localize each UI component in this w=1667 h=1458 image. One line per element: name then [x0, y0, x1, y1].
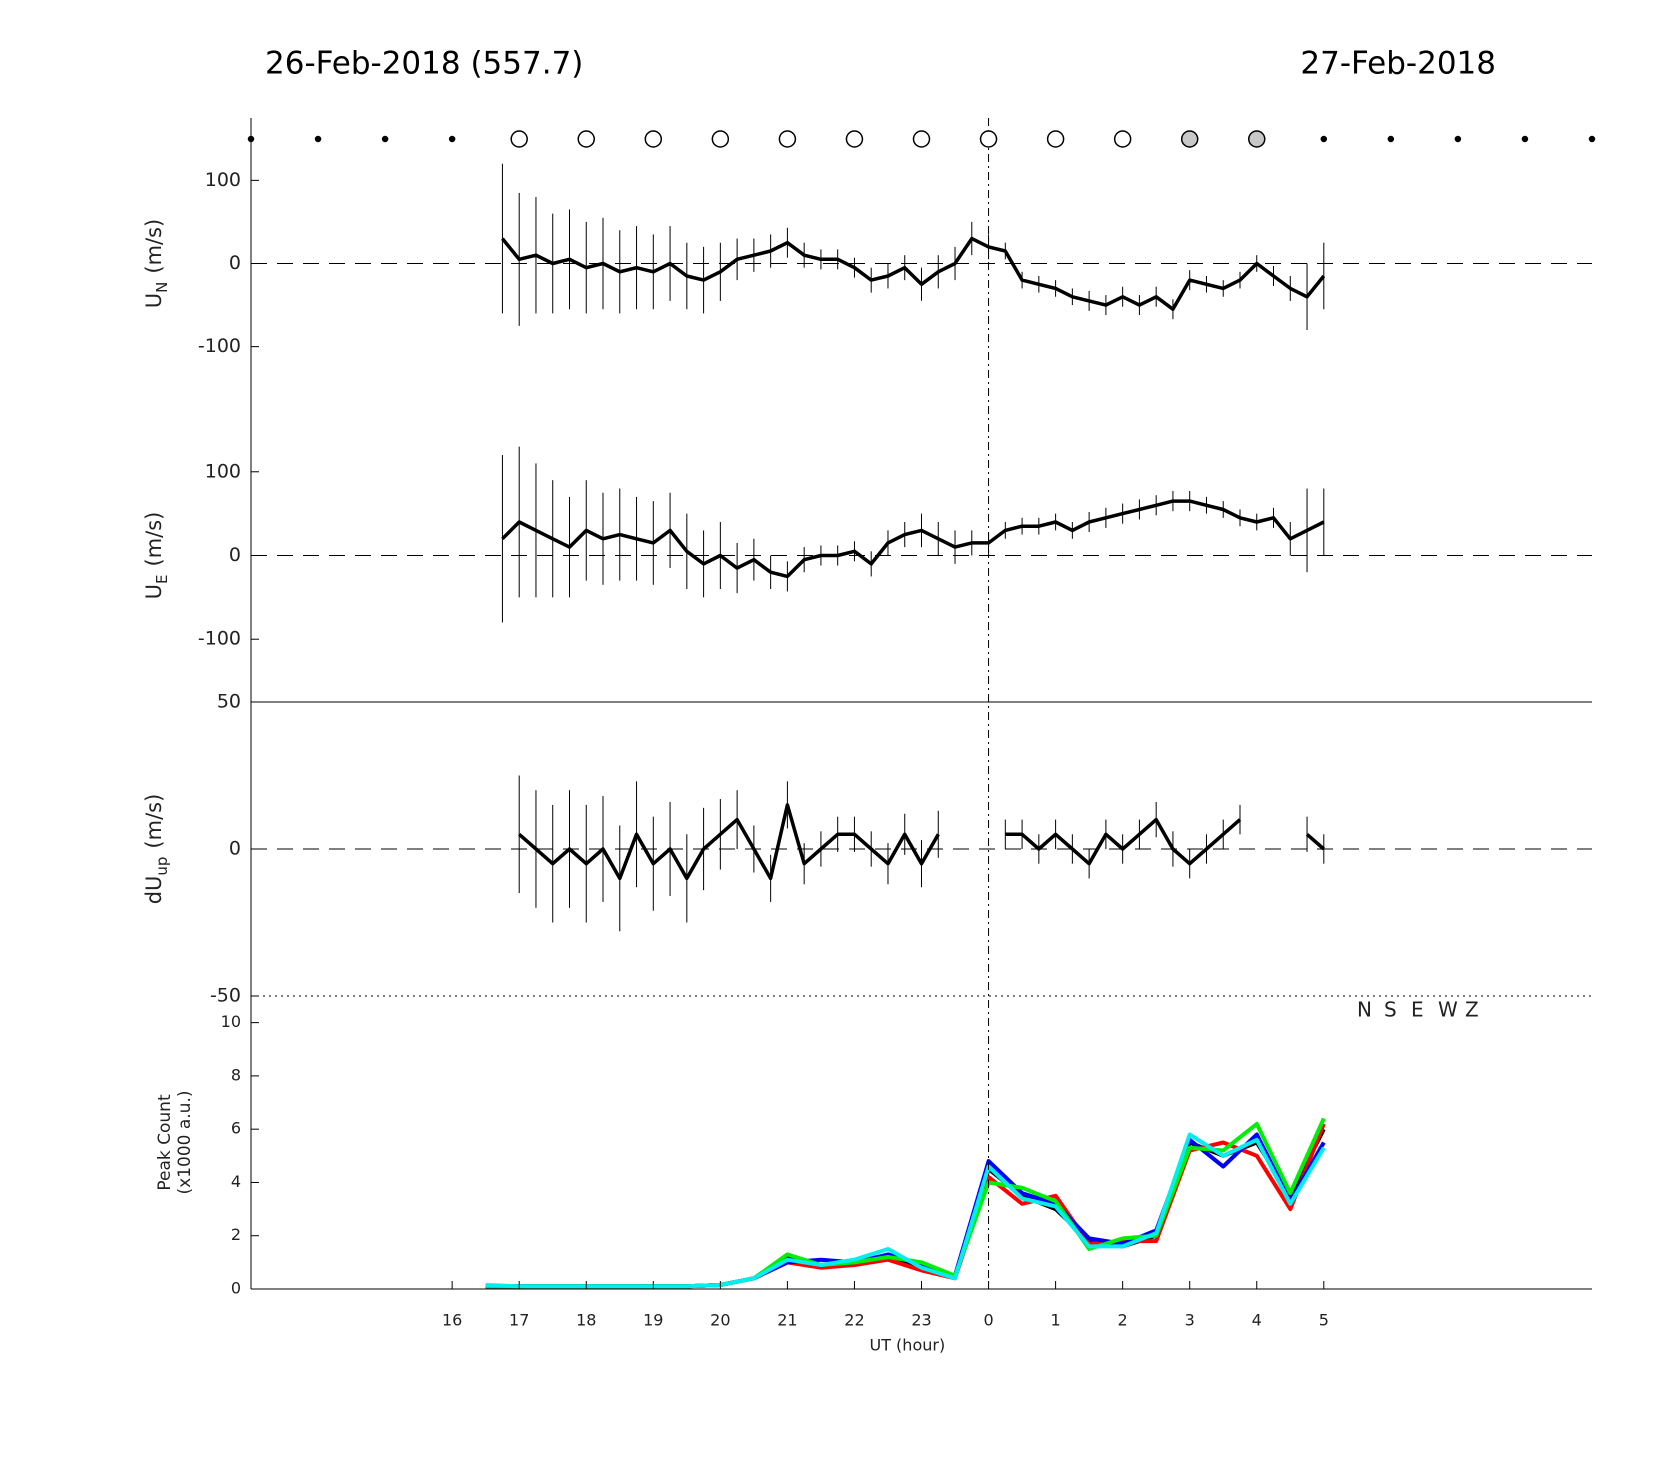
sky-marker: [1248, 130, 1266, 148]
sky-marker: [1046, 130, 1065, 148]
legend-entry: S: [1384, 998, 1397, 1022]
series-line: [485, 1117, 1326, 1289]
sky-marker: [1180, 130, 1199, 148]
y-tick-label: 4: [231, 1172, 241, 1191]
sky-marker: [247, 135, 255, 143]
y-label-sub: E: [153, 575, 171, 584]
sky-marker: [1113, 130, 1132, 148]
sky-marker: [778, 130, 797, 148]
y-axis-label: Peak Count: [155, 1094, 175, 1191]
x-tick-label: 22: [844, 1311, 864, 1330]
y-axis-label: UN (m/s): [142, 219, 171, 308]
sky-marker: [510, 130, 528, 148]
y-tick-label: 8: [231, 1065, 241, 1084]
y-tick-label: 0: [229, 252, 241, 274]
y-label-main: U: [142, 584, 166, 599]
data-line: [501, 499, 1325, 579]
y-tick-label: 10: [221, 1012, 241, 1031]
series-line: [485, 1128, 1326, 1289]
sky-marker: [845, 130, 864, 148]
y-label-unit: (m/s): [142, 219, 166, 274]
y-tick-label: 50: [217, 691, 241, 713]
x-tick-label: 3: [1185, 1311, 1195, 1330]
x-tick-label: 4: [1252, 1311, 1262, 1330]
y-tick-label: 0: [229, 544, 241, 566]
legend-entry: E: [1411, 998, 1424, 1022]
y-label-main: U: [142, 293, 166, 308]
x-tick-label: 5: [1319, 1311, 1329, 1330]
x-tick-label: 0: [983, 1311, 993, 1330]
y-tick-label: 100: [205, 460, 241, 482]
y-tick-label: -100: [198, 628, 241, 650]
legend-entry: W: [1438, 998, 1458, 1022]
y-tick-label: -50: [210, 985, 241, 1007]
y-label-sub: up: [153, 857, 171, 876]
chart-title-right: 27-Feb-2018: [1300, 46, 1496, 82]
sky-marker: [912, 130, 931, 148]
y-tick-label: 6: [231, 1119, 241, 1138]
x-tick-label: 2: [1118, 1311, 1128, 1330]
x-tick-label: 16: [442, 1311, 462, 1330]
y-label-unit: (m/s): [142, 794, 166, 849]
sky-marker: [381, 135, 389, 143]
y-label-main: dU: [142, 876, 166, 905]
sky-marker: [644, 130, 663, 148]
chart-title: 26-Feb-2018 (557.7): [265, 46, 583, 82]
y-tick-label: 100: [205, 169, 241, 191]
data-line: [1305, 832, 1325, 851]
sky-marker: [979, 130, 998, 148]
x-axis-label: UT (hour): [869, 1336, 945, 1355]
sky-marker: [448, 135, 456, 143]
y-tick-label: 0: [229, 838, 241, 860]
data-line: [1005, 817, 1242, 866]
legend-entry: N: [1357, 998, 1372, 1022]
legend-entry: Z: [1465, 998, 1479, 1022]
sky-marker: [577, 130, 595, 148]
x-tick-label: 20: [710, 1311, 730, 1330]
data-line: [501, 236, 1326, 311]
sky-marker: [314, 135, 322, 143]
x-tick-label: 23: [911, 1311, 931, 1330]
y-axis-label: dUup (m/s): [142, 794, 171, 905]
y-label-sub: N: [153, 282, 171, 293]
sky-marker: [1521, 135, 1529, 143]
y-tick-label: 2: [231, 1225, 241, 1244]
y-tick-label: -100: [198, 335, 241, 357]
y-label-unit: (m/s): [142, 512, 166, 567]
sky-marker: [1320, 135, 1328, 143]
y-axis-label-2: (x1000 a.u.): [175, 1091, 195, 1195]
x-tick-label: 1: [1051, 1311, 1061, 1330]
y-axis-label: UE (m/s): [142, 512, 171, 600]
series-line: [485, 1132, 1326, 1289]
sky-marker: [1454, 135, 1462, 143]
data-line: [518, 803, 940, 881]
sky-marker: [711, 130, 730, 148]
y-label-main: Peak Count: [155, 1094, 175, 1191]
x-tick-label: 19: [643, 1311, 663, 1330]
sky-marker: [1387, 135, 1395, 143]
x-tick-label: 17: [509, 1311, 529, 1330]
y-tick-label: 0: [231, 1279, 241, 1298]
x-tick-label: 21: [777, 1311, 797, 1330]
sky-marker: [1588, 135, 1596, 143]
x-tick-label: 18: [576, 1311, 596, 1330]
